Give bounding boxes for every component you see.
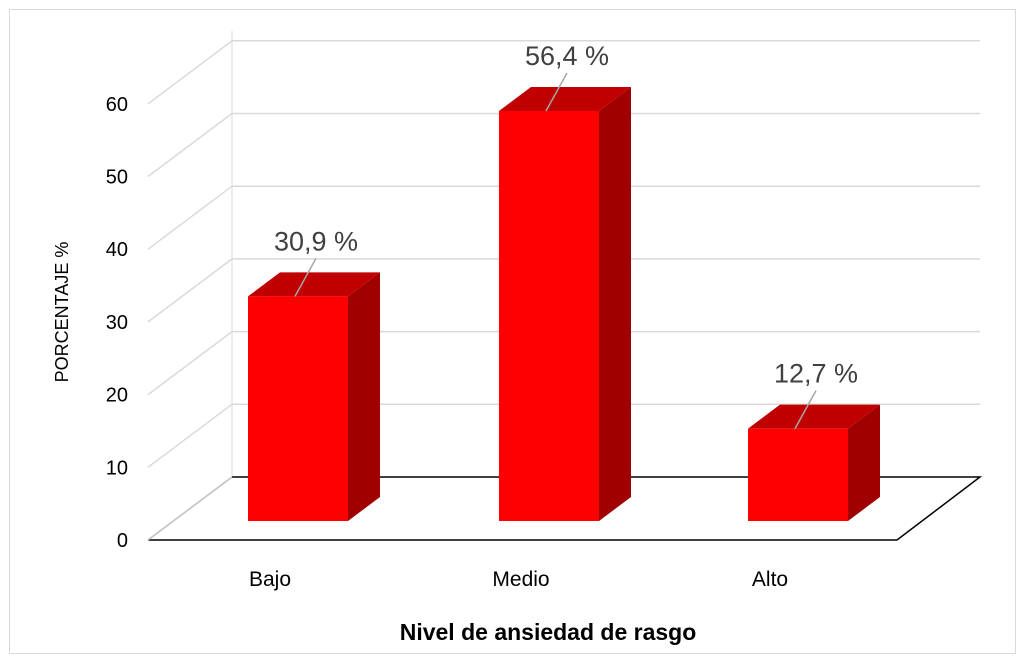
bar-top	[748, 404, 880, 429]
bar-front	[248, 296, 348, 521]
floor-left-edge	[147, 476, 233, 541]
y-tick-label: 40	[106, 239, 128, 261]
y-tick-label: 20	[106, 385, 128, 407]
y-tick-label: 30	[106, 312, 128, 334]
bar-front	[748, 428, 848, 521]
x-category-label: Medio	[492, 568, 549, 591]
gridline-diagonal	[147, 185, 233, 250]
bars	[248, 86, 880, 522]
bar-alto	[748, 404, 880, 521]
bar-side	[348, 272, 380, 521]
x-category-label: Alto	[752, 568, 788, 591]
bar-top	[499, 86, 631, 111]
y-tick-label: 50	[106, 167, 128, 189]
data-label-leader	[545, 72, 568, 112]
bar-side	[848, 404, 880, 521]
bar-medio	[499, 86, 631, 522]
data-label-leader	[294, 257, 317, 297]
y-tick-label: 0	[117, 530, 128, 552]
bar-bajo	[248, 272, 380, 521]
bar-side	[599, 86, 631, 522]
gridline-diagonal	[147, 40, 233, 105]
bar-top	[248, 272, 380, 297]
gridline-diagonal	[147, 403, 233, 468]
gridline-diagonal	[147, 331, 233, 396]
data-label-leader	[794, 390, 817, 430]
data-labels: 30,9 % 56,4 % 12,7 %	[274, 41, 858, 430]
data-label: 12,7 %	[774, 359, 858, 389]
y-axis-ticks: 0 10 20 30 40 50 60	[106, 94, 128, 552]
x-axis-categories: Bajo Medio Alto	[249, 568, 788, 591]
bar-front	[499, 110, 599, 522]
x-category-label: Bajo	[249, 568, 291, 591]
data-label: 56,4 %	[525, 41, 609, 71]
data-label: 30,9 %	[274, 226, 358, 256]
y-tick-label: 60	[106, 94, 128, 116]
y-tick-label: 10	[106, 457, 128, 479]
y-axis-title: PORCENTAJE %	[52, 242, 72, 383]
x-axis-title: Nivel de ansiedad de rasgo	[400, 619, 697, 645]
gridline-diagonal	[147, 112, 233, 178]
gridline-diagonal	[147, 258, 233, 323]
